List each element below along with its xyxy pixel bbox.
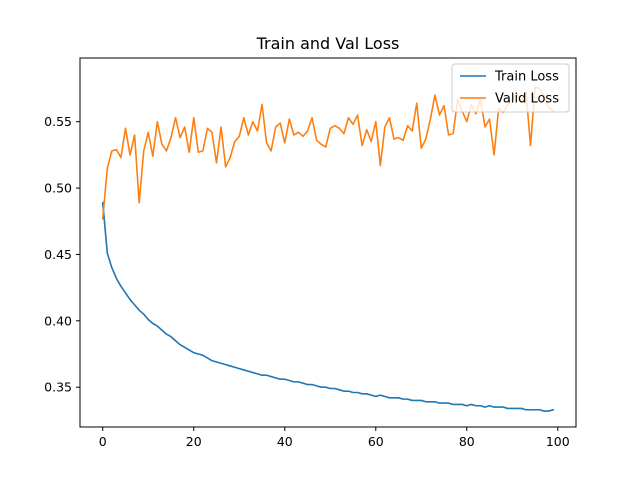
- axes-frame: [79, 57, 577, 428]
- x-axis: 0 20 40 60 80 100: [99, 427, 570, 449]
- legend-label: Train Loss: [494, 70, 559, 85]
- y-tick-label: 0.35: [44, 380, 72, 395]
- y-tick-label: 0.45: [44, 247, 72, 262]
- x-tick-label: 80: [459, 434, 475, 449]
- y-tick-label: 0.55: [44, 114, 72, 129]
- y-axis: 0.35 0.40 0.45 0.50 0.55: [44, 114, 80, 395]
- y-tick-label: 0.50: [44, 181, 72, 196]
- plot-area: [101, 86, 555, 412]
- chart-title: Train and Val Loss: [256, 34, 400, 53]
- x-tick-label: 100: [546, 434, 570, 449]
- y-tick-label: 0.40: [44, 313, 72, 328]
- x-tick-label: 40: [277, 434, 293, 449]
- x-tick-label: 0: [99, 434, 107, 449]
- series-line-train-loss: [101, 201, 555, 412]
- x-tick-label: 20: [186, 434, 202, 449]
- legend: Train Loss Valid Loss: [451, 63, 570, 113]
- x-tick-label: 60: [368, 434, 384, 449]
- legend-label: Valid Loss: [495, 92, 559, 107]
